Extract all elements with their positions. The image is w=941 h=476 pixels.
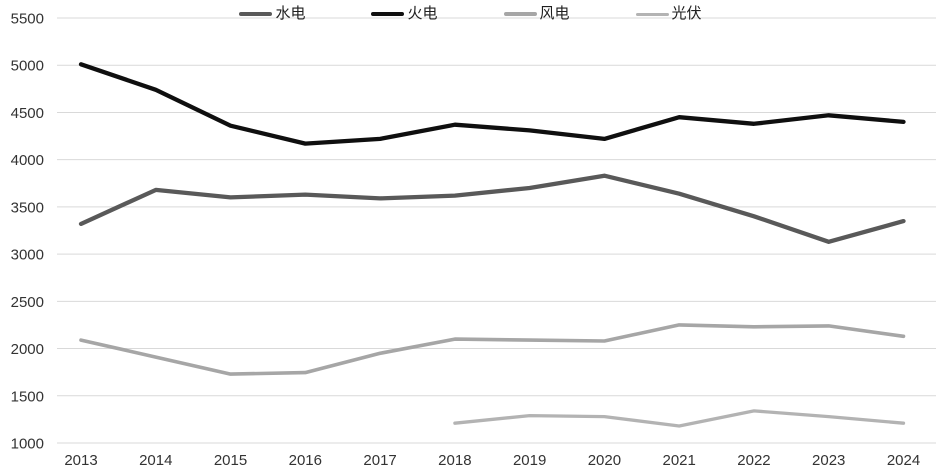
- y-axis-tick-label: 5500: [11, 11, 44, 28]
- x-axis-tick-label: 2017: [363, 452, 396, 469]
- y-axis-tick-label: 2500: [11, 294, 44, 311]
- y-axis-tick-label: 4500: [11, 105, 44, 122]
- x-axis-tick-label: 2024: [887, 452, 920, 469]
- x-axis-tick-label: 2014: [139, 452, 172, 469]
- y-axis-tick-label: 2000: [11, 341, 44, 358]
- x-axis-tick-label: 2022: [737, 452, 770, 469]
- y-axis-tick-label: 1500: [11, 388, 44, 405]
- series-line-hydro: [78, 173, 906, 244]
- x-axis-tick-label: 2016: [289, 452, 322, 469]
- x-axis-tick-label: 2020: [588, 452, 621, 469]
- x-axis-tick-label: 2023: [812, 452, 845, 469]
- y-axis-tick-label: 1000: [11, 436, 44, 453]
- x-axis-tick-label: 2013: [64, 452, 97, 469]
- x-axis-tick-label: 2021: [662, 452, 695, 469]
- y-axis-tick-label: 5000: [11, 58, 44, 75]
- x-axis-tick-label: 2015: [214, 452, 247, 469]
- x-axis-tick-label: 2018: [438, 452, 471, 469]
- y-axis-tick-label: 3000: [11, 247, 44, 264]
- series-line-solar: [453, 409, 906, 428]
- y-axis-tick-label: 4000: [11, 152, 44, 169]
- series-line-wind: [79, 323, 906, 376]
- series-line-thermal: [78, 62, 906, 146]
- y-axis-tick-label: 3500: [11, 199, 44, 216]
- x-axis-tick-label: 2019: [513, 452, 546, 469]
